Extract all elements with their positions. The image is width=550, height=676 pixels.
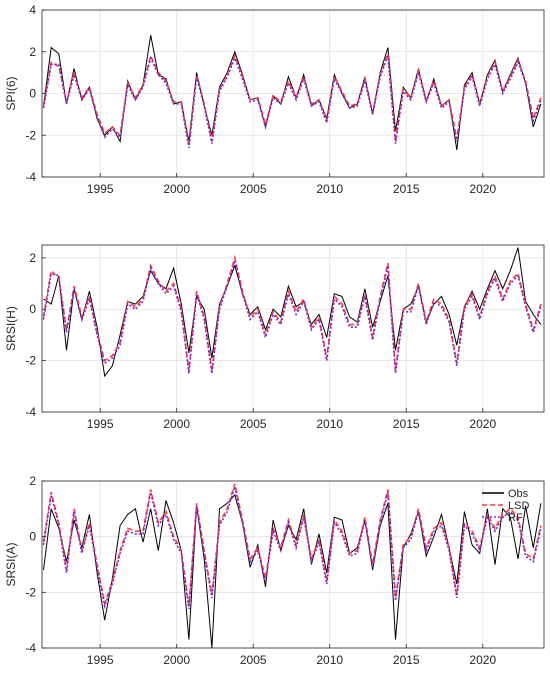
y-tick-label: 2 — [29, 251, 36, 265]
panel-spi6: 1995 2000 2005 2010 2015 2020 -4 -2 0 2 4 SPI(6) — [4, 3, 545, 196]
y-tick-label: 0 — [29, 530, 36, 544]
y-tick-label: -2 — [25, 354, 36, 368]
y-tick-label: 4 — [29, 3, 36, 17]
axes-frame — [41, 480, 545, 649]
y-tick-label: -2 — [25, 585, 36, 599]
x-tick-label: 2015 — [393, 417, 420, 431]
x-tick-label: 2005 — [240, 182, 267, 196]
x-tick-label: 2015 — [393, 182, 420, 196]
x-tick-label: 2010 — [316, 417, 343, 431]
x-tick-label: 2005 — [240, 417, 267, 431]
x-tick-label: 2020 — [469, 182, 496, 196]
y-tick-label: 0 — [29, 302, 36, 316]
y-tick-label: -4 — [25, 405, 36, 419]
x-tick-label: 1995 — [87, 653, 114, 667]
axes-frame — [41, 244, 545, 413]
panel-srsi-a: 1995 2000 2005 2010 2015 2020 -4 -2 0 2 SRSI(A) Obs… — [4, 474, 545, 667]
y-axis-label: SRSI(A) — [4, 542, 18, 586]
series-line-lsd — [42, 483, 542, 607]
y-tick-label: -2 — [25, 128, 36, 142]
x-tick-label: 2000 — [163, 182, 190, 196]
series-line-obs — [43, 247, 542, 378]
panel-srsi-h: 1995 2000 2005 2010 2015 2020 -4 -2 0 2 SRSI(H) — [4, 244, 545, 431]
series-line-rf — [42, 486, 542, 610]
x-tick-label: 2010 — [316, 653, 343, 667]
x-tick-label: 1995 — [87, 182, 114, 196]
y-tick-label: -4 — [25, 641, 36, 655]
y-tick-label: -4 — [25, 170, 36, 184]
x-tick-label: 2005 — [240, 653, 267, 667]
y-axis-label: SPI(6) — [4, 76, 18, 110]
y-tick-label: 2 — [29, 45, 36, 59]
series-line-obs — [43, 493, 542, 648]
y-axis-label: SRSI(H) — [4, 306, 18, 351]
x-tick-label: 2020 — [469, 653, 496, 667]
x-tick-label: 1995 — [87, 417, 114, 431]
plot-area — [42, 245, 544, 412]
y-tick-label: 0 — [29, 87, 36, 101]
legend-label-obs: Obs — [508, 488, 529, 500]
x-tick-label: 2015 — [393, 653, 420, 667]
x-tick-label: 2000 — [163, 653, 190, 667]
x-tick-label: 2010 — [316, 182, 343, 196]
y-tick-label: 2 — [29, 474, 36, 488]
legend-label-rf: RF — [508, 512, 523, 524]
series-line-rf — [42, 55, 542, 148]
x-tick-label: 2000 — [163, 417, 190, 431]
x-tick-label: 2020 — [469, 417, 496, 431]
legend-label-lsd: LSD — [508, 500, 529, 512]
